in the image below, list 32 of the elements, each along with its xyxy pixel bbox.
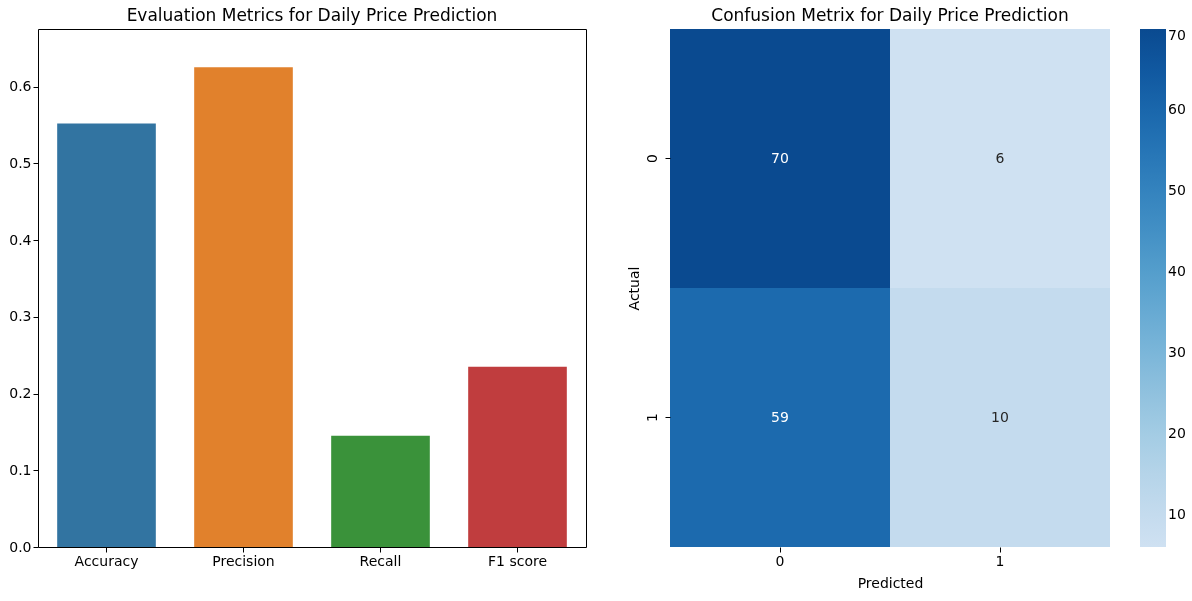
x-axis-title: Predicted: [857, 574, 924, 591]
y-axis-title: Actual: [625, 266, 642, 311]
y-tick-label: 0.4: [9, 231, 32, 248]
data-label: 10: [991, 408, 1009, 425]
x-tick-label: Recall: [359, 552, 402, 569]
x-tick-label: 1: [995, 552, 1005, 569]
color-bar-label: 60: [1168, 100, 1186, 117]
chart-title: Confusion Metrix for Daily Price Prediction: [711, 5, 1069, 25]
color-bar-label: 10: [1168, 505, 1186, 522]
y-tick-label: 0.5: [9, 154, 32, 171]
bar: [468, 366, 567, 547]
x-tick-label: Precision: [212, 552, 275, 569]
y-tick-label: 0.3: [9, 308, 32, 325]
color-bar-label: 50: [1168, 181, 1186, 198]
bar: [331, 435, 430, 547]
x-tick-label: F1 score: [487, 552, 548, 569]
y-tick-label: 0.1: [9, 461, 32, 478]
y-tick-label: 0.2: [9, 385, 32, 402]
y-tick-label: 0.0: [9, 538, 32, 555]
bar: [194, 67, 293, 547]
chart-title: Evaluation Metrics for Daily Price Prediction: [126, 5, 498, 25]
color-bar-label: 20: [1168, 424, 1186, 441]
data-label: 6: [995, 149, 1005, 166]
color-bar-label: 30: [1168, 343, 1186, 360]
x-tick-label: 0: [775, 552, 785, 569]
color-bar-label: 40: [1168, 262, 1186, 279]
bar: [57, 123, 156, 547]
y-tick-label: 0.6: [9, 78, 32, 95]
data-label: 59: [771, 408, 789, 425]
x-tick-label: Accuracy: [74, 552, 139, 569]
color-bar-label: 70: [1168, 27, 1186, 43]
data-label: 70: [771, 149, 789, 166]
